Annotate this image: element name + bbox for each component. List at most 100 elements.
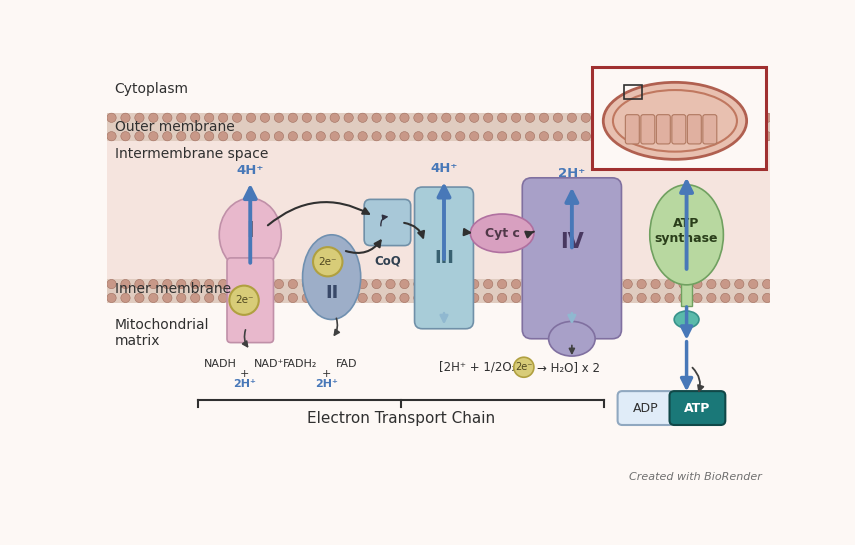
FancyBboxPatch shape (703, 114, 716, 144)
Ellipse shape (604, 82, 746, 159)
Circle shape (540, 293, 549, 302)
Circle shape (665, 132, 675, 141)
FancyBboxPatch shape (107, 280, 770, 302)
Circle shape (651, 132, 660, 141)
FancyBboxPatch shape (227, 258, 274, 343)
FancyBboxPatch shape (364, 199, 410, 246)
Circle shape (428, 113, 437, 123)
Circle shape (469, 132, 479, 141)
Circle shape (567, 113, 576, 123)
Circle shape (763, 132, 772, 141)
Circle shape (246, 280, 256, 289)
Circle shape (135, 293, 144, 302)
Circle shape (442, 293, 451, 302)
Circle shape (498, 280, 507, 289)
Circle shape (693, 280, 702, 289)
Ellipse shape (303, 235, 361, 319)
Text: Outer membrane: Outer membrane (115, 120, 234, 134)
FancyBboxPatch shape (617, 391, 674, 425)
Circle shape (595, 132, 604, 141)
Circle shape (609, 132, 618, 141)
Circle shape (749, 293, 758, 302)
Circle shape (679, 132, 688, 141)
Circle shape (149, 280, 158, 289)
Circle shape (400, 280, 410, 289)
Circle shape (149, 132, 158, 141)
Circle shape (721, 280, 730, 289)
Circle shape (229, 286, 259, 315)
Circle shape (665, 113, 675, 123)
Circle shape (149, 293, 158, 302)
Circle shape (177, 293, 186, 302)
Circle shape (274, 280, 284, 289)
Circle shape (372, 113, 381, 123)
Circle shape (107, 280, 116, 289)
Circle shape (107, 293, 116, 302)
Text: FADH₂: FADH₂ (283, 359, 318, 369)
Circle shape (525, 113, 534, 123)
Circle shape (191, 293, 200, 302)
FancyBboxPatch shape (625, 114, 640, 144)
Circle shape (456, 280, 465, 289)
Circle shape (260, 280, 269, 289)
Circle shape (121, 280, 130, 289)
Circle shape (274, 113, 284, 123)
Circle shape (623, 293, 633, 302)
Circle shape (581, 280, 591, 289)
Circle shape (498, 132, 507, 141)
Text: CoQ: CoQ (374, 255, 401, 268)
Circle shape (219, 293, 227, 302)
Circle shape (414, 280, 423, 289)
Ellipse shape (219, 198, 281, 271)
Circle shape (469, 293, 479, 302)
Circle shape (121, 132, 130, 141)
FancyBboxPatch shape (687, 114, 701, 144)
Circle shape (177, 280, 186, 289)
Circle shape (358, 293, 368, 302)
Text: 4H⁺: 4H⁺ (430, 162, 457, 175)
Circle shape (734, 280, 744, 289)
Text: II: II (325, 283, 339, 301)
Text: FAD: FAD (335, 359, 357, 369)
Circle shape (246, 293, 256, 302)
Text: Cyt c: Cyt c (485, 227, 520, 240)
Text: 2H⁺: 2H⁺ (315, 379, 338, 389)
Circle shape (637, 132, 646, 141)
Circle shape (372, 132, 381, 141)
Circle shape (288, 293, 298, 302)
Circle shape (302, 280, 311, 289)
Text: 2e⁻: 2e⁻ (515, 362, 533, 372)
Circle shape (204, 132, 214, 141)
Text: Inner membrane: Inner membrane (115, 282, 231, 296)
Circle shape (442, 113, 451, 123)
Text: NADH: NADH (203, 359, 236, 369)
FancyBboxPatch shape (592, 67, 765, 168)
Circle shape (525, 280, 534, 289)
Text: I: I (246, 221, 254, 241)
Circle shape (358, 132, 368, 141)
Text: nH⁺: nH⁺ (673, 158, 700, 171)
Circle shape (260, 293, 269, 302)
Circle shape (581, 113, 591, 123)
Circle shape (414, 113, 423, 123)
Circle shape (707, 132, 716, 141)
Circle shape (693, 132, 702, 141)
Ellipse shape (650, 185, 723, 285)
FancyBboxPatch shape (672, 114, 686, 144)
Circle shape (219, 132, 227, 141)
Circle shape (274, 132, 284, 141)
Circle shape (107, 132, 116, 141)
Ellipse shape (470, 214, 534, 252)
Circle shape (358, 113, 368, 123)
Text: 2e⁻: 2e⁻ (235, 295, 253, 305)
FancyBboxPatch shape (415, 187, 474, 329)
Circle shape (609, 280, 618, 289)
Circle shape (204, 113, 214, 123)
Circle shape (595, 280, 604, 289)
Circle shape (428, 132, 437, 141)
Text: Cytoplasm: Cytoplasm (115, 82, 189, 95)
Circle shape (191, 132, 200, 141)
FancyBboxPatch shape (107, 113, 770, 302)
Circle shape (162, 293, 172, 302)
Circle shape (514, 357, 534, 377)
